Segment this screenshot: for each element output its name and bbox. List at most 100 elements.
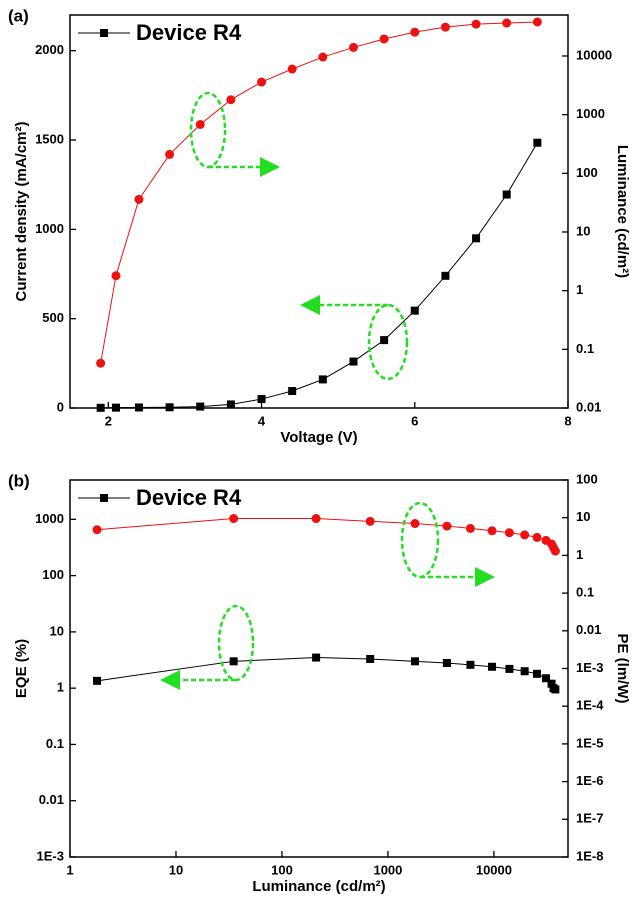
data-point xyxy=(505,664,514,673)
y2-tick-label: 10000 xyxy=(576,47,612,62)
data-point xyxy=(226,95,236,105)
annotation-ellipse xyxy=(217,604,255,682)
y-tick-label: 1500 xyxy=(35,131,64,146)
annotation-ellipse xyxy=(189,91,227,169)
panel-label: (a) xyxy=(8,6,29,25)
y2-tick-label: 10 xyxy=(576,509,590,524)
data-point xyxy=(410,519,420,529)
y-tick-label: 2000 xyxy=(35,42,64,57)
y-tick-label: 100 xyxy=(42,567,64,582)
x-tick-label: 1000 xyxy=(373,862,402,877)
y-tick-label: 0.1 xyxy=(46,736,64,751)
data-point xyxy=(547,679,556,688)
data-point xyxy=(365,516,375,526)
data-point xyxy=(195,119,205,129)
data-point xyxy=(379,34,389,44)
data-point xyxy=(442,659,451,668)
data-point xyxy=(93,676,102,685)
data-point xyxy=(532,17,542,27)
data-point xyxy=(541,674,550,683)
data-point xyxy=(466,660,475,669)
y-tick-label: 0.01 xyxy=(39,792,64,807)
data-point xyxy=(318,375,327,384)
data-point xyxy=(349,357,358,366)
y2-tick-label: 1 xyxy=(576,282,583,297)
data-point xyxy=(410,306,419,315)
x-tick-label: 100 xyxy=(271,862,293,877)
data-point xyxy=(196,402,205,411)
data-point xyxy=(520,530,530,540)
data-point xyxy=(550,546,560,556)
series-line xyxy=(100,21,538,364)
data-point xyxy=(165,403,174,412)
legend-marker xyxy=(100,29,108,37)
legend-label: Device R4 xyxy=(136,20,242,45)
legend-marker xyxy=(100,494,108,502)
y-tick-label: 500 xyxy=(42,310,64,325)
series-line xyxy=(100,142,538,409)
x-tick-label: 6 xyxy=(411,413,418,428)
data-point xyxy=(111,403,120,412)
data-point xyxy=(111,271,121,281)
y2-tick-label: 1E-8 xyxy=(576,848,603,863)
annotation-ellipse xyxy=(367,303,409,381)
y-tick-label: 10 xyxy=(50,623,64,638)
y2-axis-title: Luminance (cd/m²) xyxy=(614,145,631,278)
y-tick-label: 0 xyxy=(57,399,64,414)
data-point xyxy=(366,654,375,663)
y2-tick-label: 0.01 xyxy=(576,622,601,637)
x-tick-label: 4 xyxy=(258,413,266,428)
x-tick-label: 2 xyxy=(105,413,112,428)
data-point xyxy=(96,403,105,412)
y-axis-title: Current density (mA/cm²) xyxy=(13,121,30,301)
plot-frame xyxy=(69,14,569,409)
legend-label: Device R4 xyxy=(136,485,242,510)
data-point xyxy=(165,149,175,159)
series-line xyxy=(96,657,556,690)
data-point xyxy=(504,528,514,538)
y2-tick-label: 1E-3 xyxy=(576,660,603,675)
data-point xyxy=(551,685,560,694)
x-tick-label: 10000 xyxy=(476,862,512,877)
data-point xyxy=(465,523,475,533)
data-point xyxy=(441,271,450,280)
data-point xyxy=(92,525,102,535)
y-tick-label: 1000 xyxy=(35,221,64,236)
y2-axis-title: PE (lm/W) xyxy=(614,634,631,704)
annotation-ellipse xyxy=(400,501,440,579)
y2-tick-label: 100 xyxy=(576,471,598,486)
panel-label: (b) xyxy=(8,471,30,490)
y2-tick-label: 100 xyxy=(576,165,598,180)
data-point xyxy=(533,669,542,678)
data-point xyxy=(532,532,542,542)
y-axis-title: EQE (%) xyxy=(13,639,30,698)
x-axis-title: Voltage (V) xyxy=(280,429,357,446)
data-point xyxy=(134,403,143,412)
y2-tick-label: 0.1 xyxy=(576,585,594,600)
y2-tick-label: 0.01 xyxy=(576,399,601,414)
y2-tick-label: 10 xyxy=(576,223,590,238)
data-point xyxy=(311,514,321,524)
data-point xyxy=(288,387,297,396)
series-line xyxy=(97,518,556,552)
data-point xyxy=(410,27,420,37)
data-point xyxy=(257,77,267,87)
data-point xyxy=(471,19,481,29)
data-point xyxy=(134,194,144,204)
data-point xyxy=(257,395,266,404)
x-axis-title: Luminance (cd/m²) xyxy=(252,878,385,895)
data-point xyxy=(487,526,497,536)
y2-tick-label: 1E-7 xyxy=(576,811,603,826)
data-point xyxy=(380,336,389,345)
y-tick-label: 1 xyxy=(57,680,64,695)
y-tick-label: 1E-3 xyxy=(37,848,64,863)
y2-tick-label: 1E-5 xyxy=(576,735,603,750)
data-point xyxy=(312,653,321,662)
data-point xyxy=(229,657,238,666)
data-point xyxy=(472,234,481,243)
y2-tick-label: 1E-4 xyxy=(576,698,604,713)
data-point xyxy=(442,521,452,531)
y-tick-label: 1000 xyxy=(35,511,64,526)
